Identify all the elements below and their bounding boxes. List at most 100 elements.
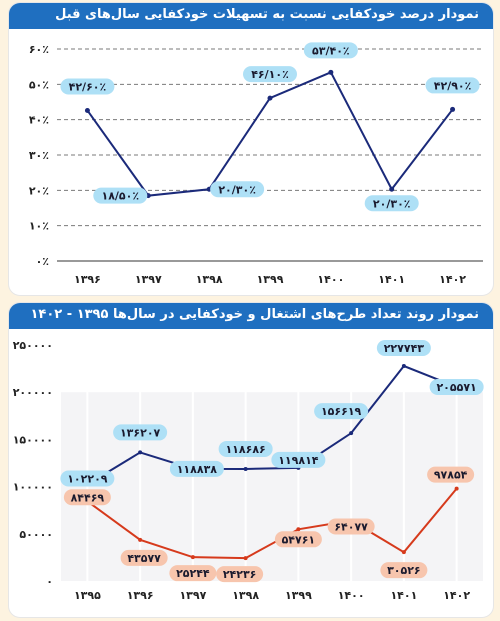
x-tick-label: ۱۳۹۵	[74, 589, 101, 602]
x-tick-label: ۱۳۹۹	[257, 273, 284, 286]
completion-percentage-panel: ۰٪ ۱۰٪ ۲۰٪ ۳۰٪ ۴۰٪ ۵۰٪ ۶۰٪ ۱۳۹۶ ۱۳۹۷ ۱۳۹۸ ۱۳۹۹ ۱۴۰۰…	[8, 2, 494, 296]
x-tick-label: ۱۴۰۰	[317, 273, 344, 286]
plans-trend-panel: ۰ ۵۰۰۰۰ ۱۰۰۰۰۰ ۱۵۰۰۰۰ ۲۰۰۰۰۰ ۲۵۰۰۰۰ ۱۳۹۵ ۱۳۹۶ ۱۳…	[8, 302, 494, 618]
y-tick-label: ۰٪	[36, 255, 49, 268]
data-label-bg	[364, 195, 419, 212]
data-label: ۲۰/۳۰٪	[218, 183, 256, 196]
y-tick-label: ۴۰٪	[29, 114, 49, 127]
completion-percentage-chart: ۰٪ ۱۰٪ ۲۰٪ ۳۰٪ ۴۰٪ ۵۰٪ ۶۰٪ ۱۳۹۶ ۱۳۹۷ ۱۳۹۸ ۱۳۹۹ ۱۴۰۰…	[29, 42, 483, 286]
data-label-bg	[243, 66, 297, 83]
x-tick-label: ۱۴۰۰	[338, 589, 365, 602]
data-label: ۱۵۶۶۱۹	[321, 405, 362, 418]
x-tick-label: ۱۴۰۱	[390, 589, 417, 602]
panel-header: نمودار درصد خودکفایی نسبت به تسهیلات خود…	[9, 3, 493, 29]
data-label-bg	[218, 440, 273, 457]
data-label-bg	[376, 340, 431, 357]
data-label: ۲۵۲۴۴	[176, 567, 210, 580]
plans-trend-chart: ۰ ۵۰۰۰۰ ۱۰۰۰۰۰ ۱۵۰۰۰۰ ۲۰۰۰۰۰ ۲۵۰۰۰۰ ۱۳۹۵ ۱۳۹۶ ۱۳…	[13, 335, 484, 602]
data-point	[296, 527, 301, 532]
y-tick-label: ۱۰٪	[29, 220, 49, 233]
x-tick-label: ۱۴۰۱	[378, 273, 405, 286]
data-label-bg	[429, 378, 484, 395]
data-label: ۲۰۵۵۷۱	[436, 381, 476, 394]
x-tick-label: ۱۴۰۲	[443, 589, 470, 602]
data-label: ۱۱۹۸۱۴	[278, 454, 319, 467]
series-line	[86, 364, 457, 486]
y-tick-label: ۲۵۰۰۰۰	[13, 339, 53, 352]
data-point	[138, 537, 143, 542]
data-label-bg	[271, 451, 326, 468]
data-label: ۱۳۶۲۰۷	[120, 426, 161, 439]
data-label: ۵۳/۴۰٪	[312, 44, 350, 57]
data-label: ۴۶/۱۰٪	[251, 68, 289, 81]
data-label-bg	[427, 466, 475, 483]
data-point	[243, 556, 248, 561]
x-tick-label: ۱۳۹۷	[179, 589, 206, 602]
x-tick-label: ۱۴۰۲	[439, 273, 466, 286]
data-label-bg	[120, 549, 168, 566]
y-tick-label: ۱۵۰۰۰۰	[13, 433, 53, 446]
data-label-bg	[314, 403, 369, 420]
data-label: ۲۰/۳۰٪	[373, 197, 411, 210]
series-line	[86, 487, 458, 560]
y-tick-label: ۶۰٪	[29, 43, 49, 56]
x-tick-label: ۱۳۹۸	[196, 273, 223, 286]
data-label-bg	[60, 78, 115, 95]
data-label: ۲۲۷۷۴۳	[384, 342, 425, 355]
plot-background	[61, 392, 483, 581]
data-label: ۶۴۰۷۷	[334, 521, 368, 534]
y-tick-label: ۲۰۰۰۰۰	[13, 386, 53, 399]
data-point	[84, 107, 90, 113]
data-label: ۴۳۵۷۷	[127, 552, 161, 565]
x-tick-label: ۱۳۹۶	[127, 589, 154, 602]
data-label-bg	[113, 424, 168, 441]
data-point	[349, 431, 354, 436]
data-point	[401, 550, 406, 555]
data-point	[190, 555, 195, 560]
chart-title: نمودار روند تعداد طرح‌های اشتغال و خودکف…	[30, 307, 479, 322]
chart-title: نمودار درصد خودکفایی نسبت به تسهیلات خود…	[55, 7, 479, 22]
data-label-bg	[210, 181, 265, 198]
y-tick-label: ۵۰٪	[29, 78, 49, 91]
data-label: ۴۲/۹۰٪	[434, 79, 472, 92]
data-label-bg	[380, 562, 428, 579]
data-label-bg	[216, 566, 264, 583]
series-line	[86, 71, 454, 197]
y-tick-label: ۱۰۰۰۰۰	[13, 481, 53, 494]
data-label: ۳۰۵۲۶	[387, 564, 421, 577]
data-label-bg	[327, 518, 375, 535]
data-point	[138, 450, 143, 455]
data-point	[454, 486, 459, 491]
data-point	[328, 69, 334, 75]
data-label: ۱۱۸۶۸۶	[225, 443, 265, 456]
y-tick-label: ۵۰۰۰۰	[19, 528, 53, 541]
data-label-bg	[169, 460, 224, 477]
data-label: ۱۸/۵۰٪	[101, 190, 139, 203]
data-label-bg	[425, 77, 480, 94]
y-tick-label: ۰	[46, 575, 53, 588]
data-label: ۱۰۲۲۰۹	[67, 473, 108, 486]
data-label: ۹۷۸۵۴	[434, 469, 468, 482]
y-tick-label: ۳۰٪	[29, 149, 49, 162]
data-label-bg	[93, 187, 148, 204]
data-label-bg	[169, 565, 217, 582]
data-label: ۴۲/۶۰٪	[69, 80, 107, 93]
data-label-bg	[303, 42, 358, 59]
data-label: ۸۴۴۶۹	[71, 491, 105, 504]
x-tick-label: ۱۳۹۹	[285, 589, 312, 602]
x-tick-label: ۱۳۹۸	[232, 589, 259, 602]
data-point	[401, 364, 406, 369]
data-point	[450, 106, 456, 112]
data-label-bg	[63, 489, 111, 506]
data-label-bg	[274, 531, 322, 548]
data-point	[243, 466, 248, 471]
panel-header: نمودار روند تعداد طرح‌های اشتغال و خودکف…	[9, 303, 493, 329]
x-tick-label: ۱۳۹۷	[135, 273, 162, 286]
data-label: ۲۴۲۳۶	[223, 568, 257, 581]
x-tick-label: ۱۳۹۶	[74, 273, 101, 286]
data-label-bg	[60, 470, 115, 487]
data-point	[389, 186, 395, 192]
data-label: ۱۱۸۸۳۸	[177, 463, 218, 476]
y-tick-label: ۲۰٪	[29, 184, 49, 197]
data-label: ۵۴۷۶۱	[282, 533, 316, 546]
